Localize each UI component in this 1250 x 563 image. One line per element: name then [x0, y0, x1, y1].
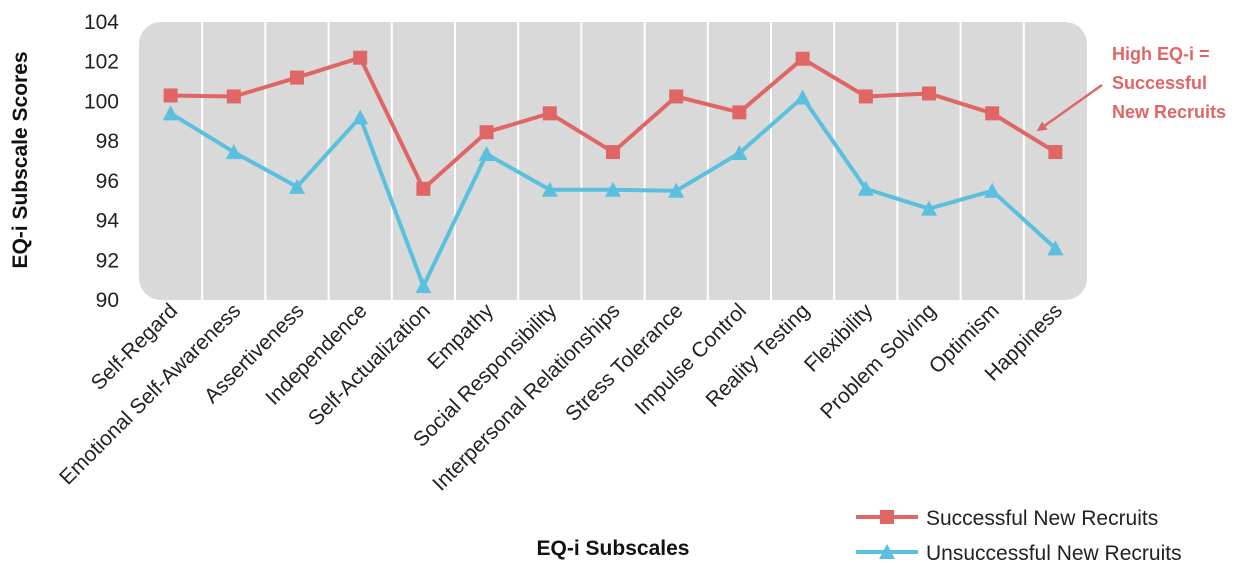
y-tick-98: 98: [96, 130, 119, 153]
point-successful-new-recruits-interpersonal-relationships: [606, 145, 620, 160]
point-unsuccessful-new-recruits-independence: [352, 109, 369, 125]
point-unsuccessful-new-recruits-interpersonal-relationships: [605, 181, 621, 197]
point-unsuccessful-new-recruits-optimism: [984, 182, 1001, 198]
point-unsuccessful-new-recruits-self-regard: [162, 105, 179, 121]
point-successful-new-recruits-optimism: [985, 106, 1000, 121]
legend-item-unsuccessful: Unsuccessful New Recruits: [856, 542, 1182, 563]
legend-marker-successful: [880, 510, 894, 524]
point-unsuccessful-new-recruits-stress-tolerance: [668, 182, 685, 198]
point-unsuccessful-new-recruits-self-actualization: [415, 278, 432, 294]
legend-label-unsuccessful: Unsuccessful New Recruits: [926, 542, 1182, 563]
series-successful-new-recruits: [163, 50, 1063, 196]
point-unsuccessful-new-recruits-empathy: [478, 146, 495, 162]
x-tick-stress-tolerance: Stress Tolerance: [561, 299, 688, 426]
y-tick-94: 94: [96, 210, 120, 233]
x-axis-title: EQ-i Subscales: [537, 537, 690, 560]
annotation-line-2: Successful: [1112, 73, 1207, 93]
point-successful-new-recruits-reality-testing: [795, 51, 810, 66]
point-successful-new-recruits-self-regard: [163, 88, 178, 103]
series-layer: [162, 50, 1064, 294]
y-tick-90: 90: [96, 289, 119, 312]
point-successful-new-recruits-assertiveness: [290, 70, 304, 85]
x-tick-self-actualization: Self-Actualization: [304, 299, 435, 430]
point-successful-new-recruits-happiness: [1048, 145, 1063, 160]
annotation: High EQ-i = Successful New Recruits: [1036, 44, 1226, 132]
point-unsuccessful-new-recruits-happiness: [1047, 240, 1064, 256]
y-tick-100: 100: [84, 90, 119, 113]
legend-label-successful: Successful New Recruits: [926, 507, 1158, 530]
y-tick-102: 102: [84, 51, 119, 74]
point-unsuccessful-new-recruits-assertiveness: [289, 178, 305, 194]
point-unsuccessful-new-recruits-reality-testing: [794, 89, 811, 105]
point-unsuccessful-new-recruits-emotional-self-awareness: [225, 144, 242, 160]
point-successful-new-recruits-stress-tolerance: [669, 89, 684, 104]
series-unsuccessful-new-recruits: [162, 89, 1064, 294]
legend: Successful New Recruits Unsuccessful New…: [856, 507, 1182, 563]
y-tick-92: 92: [96, 249, 119, 272]
x-tick-impulse-control: Impulse Control: [631, 299, 751, 419]
annotation-line-1: High EQ-i =: [1112, 44, 1210, 64]
point-successful-new-recruits-flexibility: [858, 89, 873, 104]
point-successful-new-recruits-problem-solving: [922, 86, 936, 101]
y-axis-title: EQ-i Subscale Scores: [9, 51, 32, 268]
point-unsuccessful-new-recruits-flexibility: [857, 180, 874, 196]
point-successful-new-recruits-empathy: [479, 125, 494, 140]
point-successful-new-recruits-self-actualization: [416, 181, 431, 196]
point-successful-new-recruits-independence: [353, 50, 368, 65]
point-unsuccessful-new-recruits-impulse-control: [731, 145, 748, 161]
annotation-line-3: New Recruits: [1112, 102, 1226, 122]
point-successful-new-recruits-emotional-self-awareness: [226, 89, 241, 104]
point-successful-new-recruits-impulse-control: [732, 105, 747, 120]
y-tick-104: 104: [84, 11, 119, 34]
x-tick-problem-solving: Problem Solving: [816, 299, 940, 423]
point-unsuccessful-new-recruits-problem-solving: [921, 200, 937, 216]
y-axis-ticks: 90 92 94 96 98 100 102 104: [84, 11, 119, 312]
point-successful-new-recruits-social-responsibility: [542, 106, 557, 121]
y-tick-96: 96: [96, 170, 119, 193]
plot-area-background: [139, 22, 1087, 300]
point-unsuccessful-new-recruits-social-responsibility: [541, 181, 558, 197]
legend-item-successful: Successful New Recruits: [856, 507, 1158, 530]
annotation-arrow: [1036, 83, 1103, 132]
legend-marker-unsuccessful: [879, 544, 895, 559]
